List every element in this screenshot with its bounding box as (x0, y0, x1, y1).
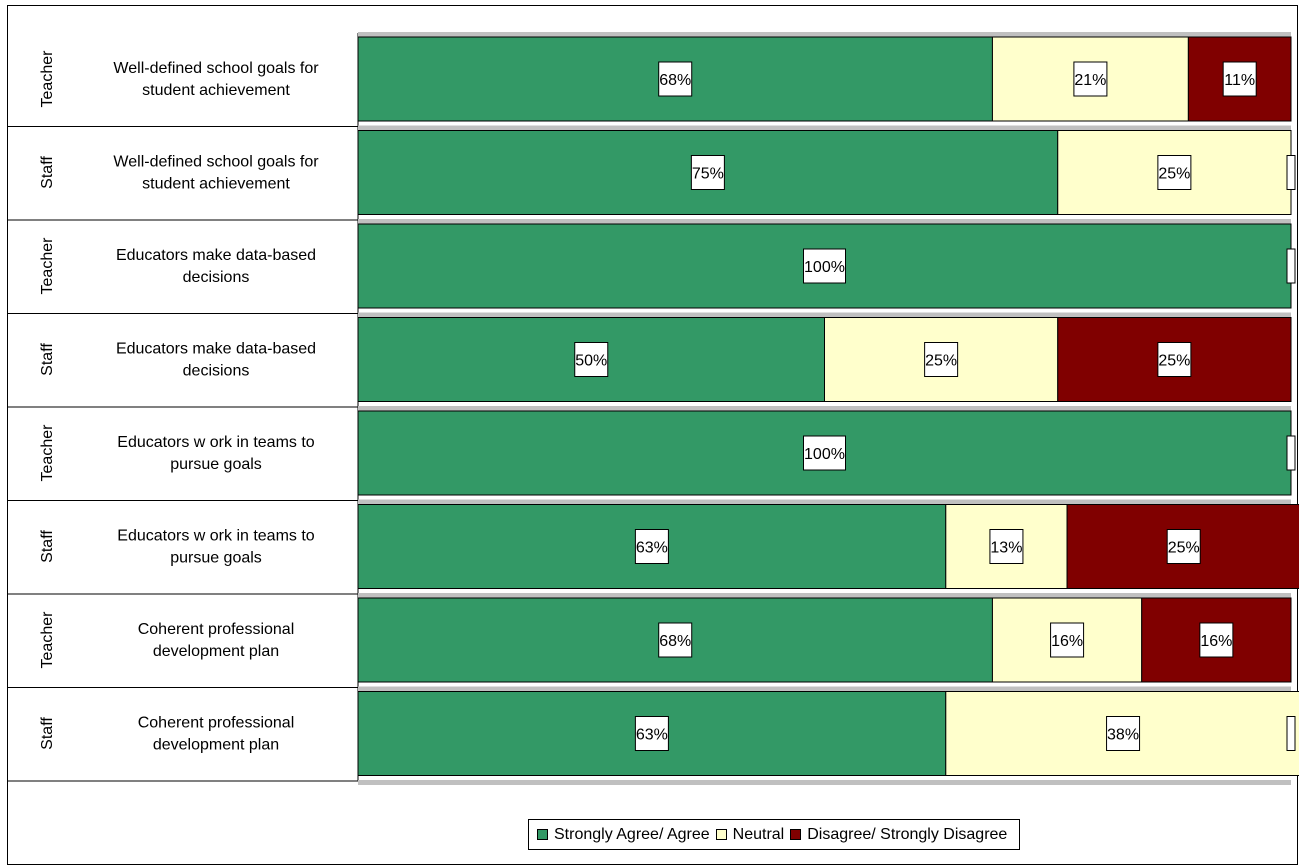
row-separator (358, 780, 1291, 785)
category-label: Coherent professional development plan (138, 715, 295, 754)
category-label-line: Educators make data-based (116, 247, 316, 264)
data-label: 68% (659, 633, 691, 650)
data-label-box (1157, 155, 1192, 190)
data-label: 16% (1200, 633, 1232, 650)
category-label-line: pursue goals (170, 456, 262, 473)
empty-segment-marker (1286, 435, 1296, 471)
data-label-box (989, 529, 1024, 564)
group-label: Teacher (39, 50, 56, 108)
group-label: Teacher (39, 424, 56, 482)
legend-label-neutral: Neutral (732, 825, 785, 843)
data-label: 21% (1074, 72, 1106, 89)
row-separator (358, 593, 1291, 598)
data-label-box (803, 248, 846, 284)
category-label-line: Educators w ork in teams to (117, 434, 315, 451)
category-label-line: Coherent professional (138, 621, 295, 638)
chart-legend: Strongly Agree/ Agree Neutral Disagree/ … (528, 819, 1021, 850)
data-label: 11% (1224, 72, 1255, 89)
data-label-box (574, 342, 609, 377)
legend-item-neutral: Neutral (715, 825, 785, 844)
data-label-box (1106, 716, 1141, 751)
empty-segment-marker (1286, 248, 1296, 284)
chart-frame: Teacher Well-defined school goals for stud… (7, 5, 1299, 865)
data-label: 100% (804, 259, 845, 276)
legend-label-agree: Strongly Agree/ Agree (554, 825, 710, 843)
data-label: 68% (659, 72, 691, 89)
category-label-line: development plan (153, 737, 279, 754)
category-label-line: decisions (183, 363, 250, 380)
data-label: 100% (804, 446, 845, 463)
data-label-box (924, 342, 959, 377)
group-label: Staff (39, 156, 56, 189)
data-label: 25% (1168, 540, 1200, 557)
legend-label-disagree: Disagree/ Strongly Disagree (807, 825, 1008, 843)
row-separator (358, 312, 1291, 318)
group-label: Staff (39, 343, 56, 376)
data-label: 25% (1158, 353, 1190, 370)
data-label-box (1166, 529, 1201, 564)
row-separator (358, 32, 1291, 37)
row-separator (358, 406, 1291, 411)
legend-swatch-neutral (715, 829, 727, 840)
category-label-line: student achievement (142, 82, 290, 99)
category-label: Educators make data-based decisions (116, 247, 316, 286)
data-label: 50% (575, 353, 607, 370)
data-label: 75% (692, 166, 724, 183)
category-label: Educators w ork in teams to pursue goals (117, 434, 315, 473)
group-label: Staff (39, 530, 56, 563)
category-label: Well-defined school goals for student ach… (113, 154, 319, 193)
legend-item-agree: Strongly Agree/ Agree (537, 826, 710, 844)
category-label-line: Coherent professional (138, 715, 295, 732)
data-label-box (1199, 622, 1234, 658)
bar-segment (357, 223, 1292, 309)
data-label-box (1157, 342, 1192, 377)
data-label: 38% (1107, 727, 1139, 744)
category-label: Coherent professional development plan (138, 621, 295, 660)
category-label-line: decisions (183, 269, 250, 286)
group-label: Staff (39, 717, 56, 750)
data-label-box (634, 529, 669, 564)
row-separator (358, 686, 1291, 692)
category-label-line: pursue goals (170, 550, 262, 567)
category-label-line: student achievement (142, 176, 290, 193)
empty-segment-marker (1286, 716, 1296, 751)
legend-item-disagree: Disagree/ Strongly Disagree (790, 826, 1007, 844)
data-label: 25% (1158, 166, 1190, 183)
data-label-box (634, 716, 669, 751)
data-label-box (1073, 61, 1108, 97)
category-label: Well-defined school goals for student ach… (113, 60, 319, 99)
data-label: 63% (636, 540, 668, 557)
data-label: 63% (636, 727, 668, 744)
group-label: Teacher (39, 237, 56, 295)
category-label-line: development plan (153, 643, 279, 660)
data-label-box (803, 435, 846, 471)
data-label: 25% (925, 353, 957, 370)
category-label: Educators make data-based decisions (116, 341, 316, 380)
data-label: 13% (990, 540, 1022, 557)
category-label-line: Educators make data-based (116, 341, 316, 358)
row-separator (358, 125, 1291, 131)
data-label-box (690, 155, 725, 190)
stacked-bar-chart: Teacher Well-defined school goals for stud… (8, 32, 1299, 785)
row-separator (358, 499, 1291, 505)
category-label-line: Educators w ork in teams to (117, 528, 315, 545)
row-separator (358, 219, 1291, 224)
data-label-box (658, 622, 693, 658)
category-label: Educators w ork in teams to pursue goals (117, 528, 315, 567)
legend-swatch-agree (537, 829, 548, 840)
data-label-box (658, 61, 693, 97)
category-label-line: Well-defined school goals for (113, 154, 319, 171)
empty-segment-marker (1286, 155, 1296, 190)
legend-swatch-disagree (790, 829, 802, 840)
data-label-box (1222, 61, 1257, 97)
data-label-box (1050, 622, 1085, 658)
data-label: 16% (1051, 633, 1083, 650)
category-label-line: Well-defined school goals for (113, 60, 319, 77)
group-label: Teacher (39, 611, 56, 669)
